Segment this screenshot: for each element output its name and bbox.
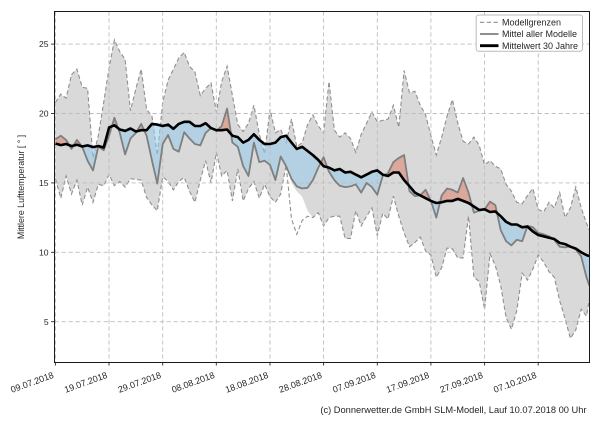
svg-text:10: 10: [39, 247, 49, 257]
svg-text:20: 20: [39, 109, 49, 119]
svg-text:5: 5: [44, 317, 49, 327]
svg-text:15: 15: [39, 178, 49, 188]
svg-text:Mittlere Lufttemperatur [ ° ]: Mittlere Lufttemperatur [ ° ]: [16, 135, 26, 239]
svg-text:Mittel aller Modelle: Mittel aller Modelle: [502, 29, 577, 39]
svg-text:Mittelwert 30 Jahre: Mittelwert 30 Jahre: [502, 41, 578, 51]
svg-text:Modellgrenzen: Modellgrenzen: [502, 17, 561, 27]
svg-text:25: 25: [39, 39, 49, 49]
svg-text:(c) Donnerwetter.de GmbH SLM-M: (c) Donnerwetter.de GmbH SLM-Modell, Lau…: [320, 405, 586, 415]
